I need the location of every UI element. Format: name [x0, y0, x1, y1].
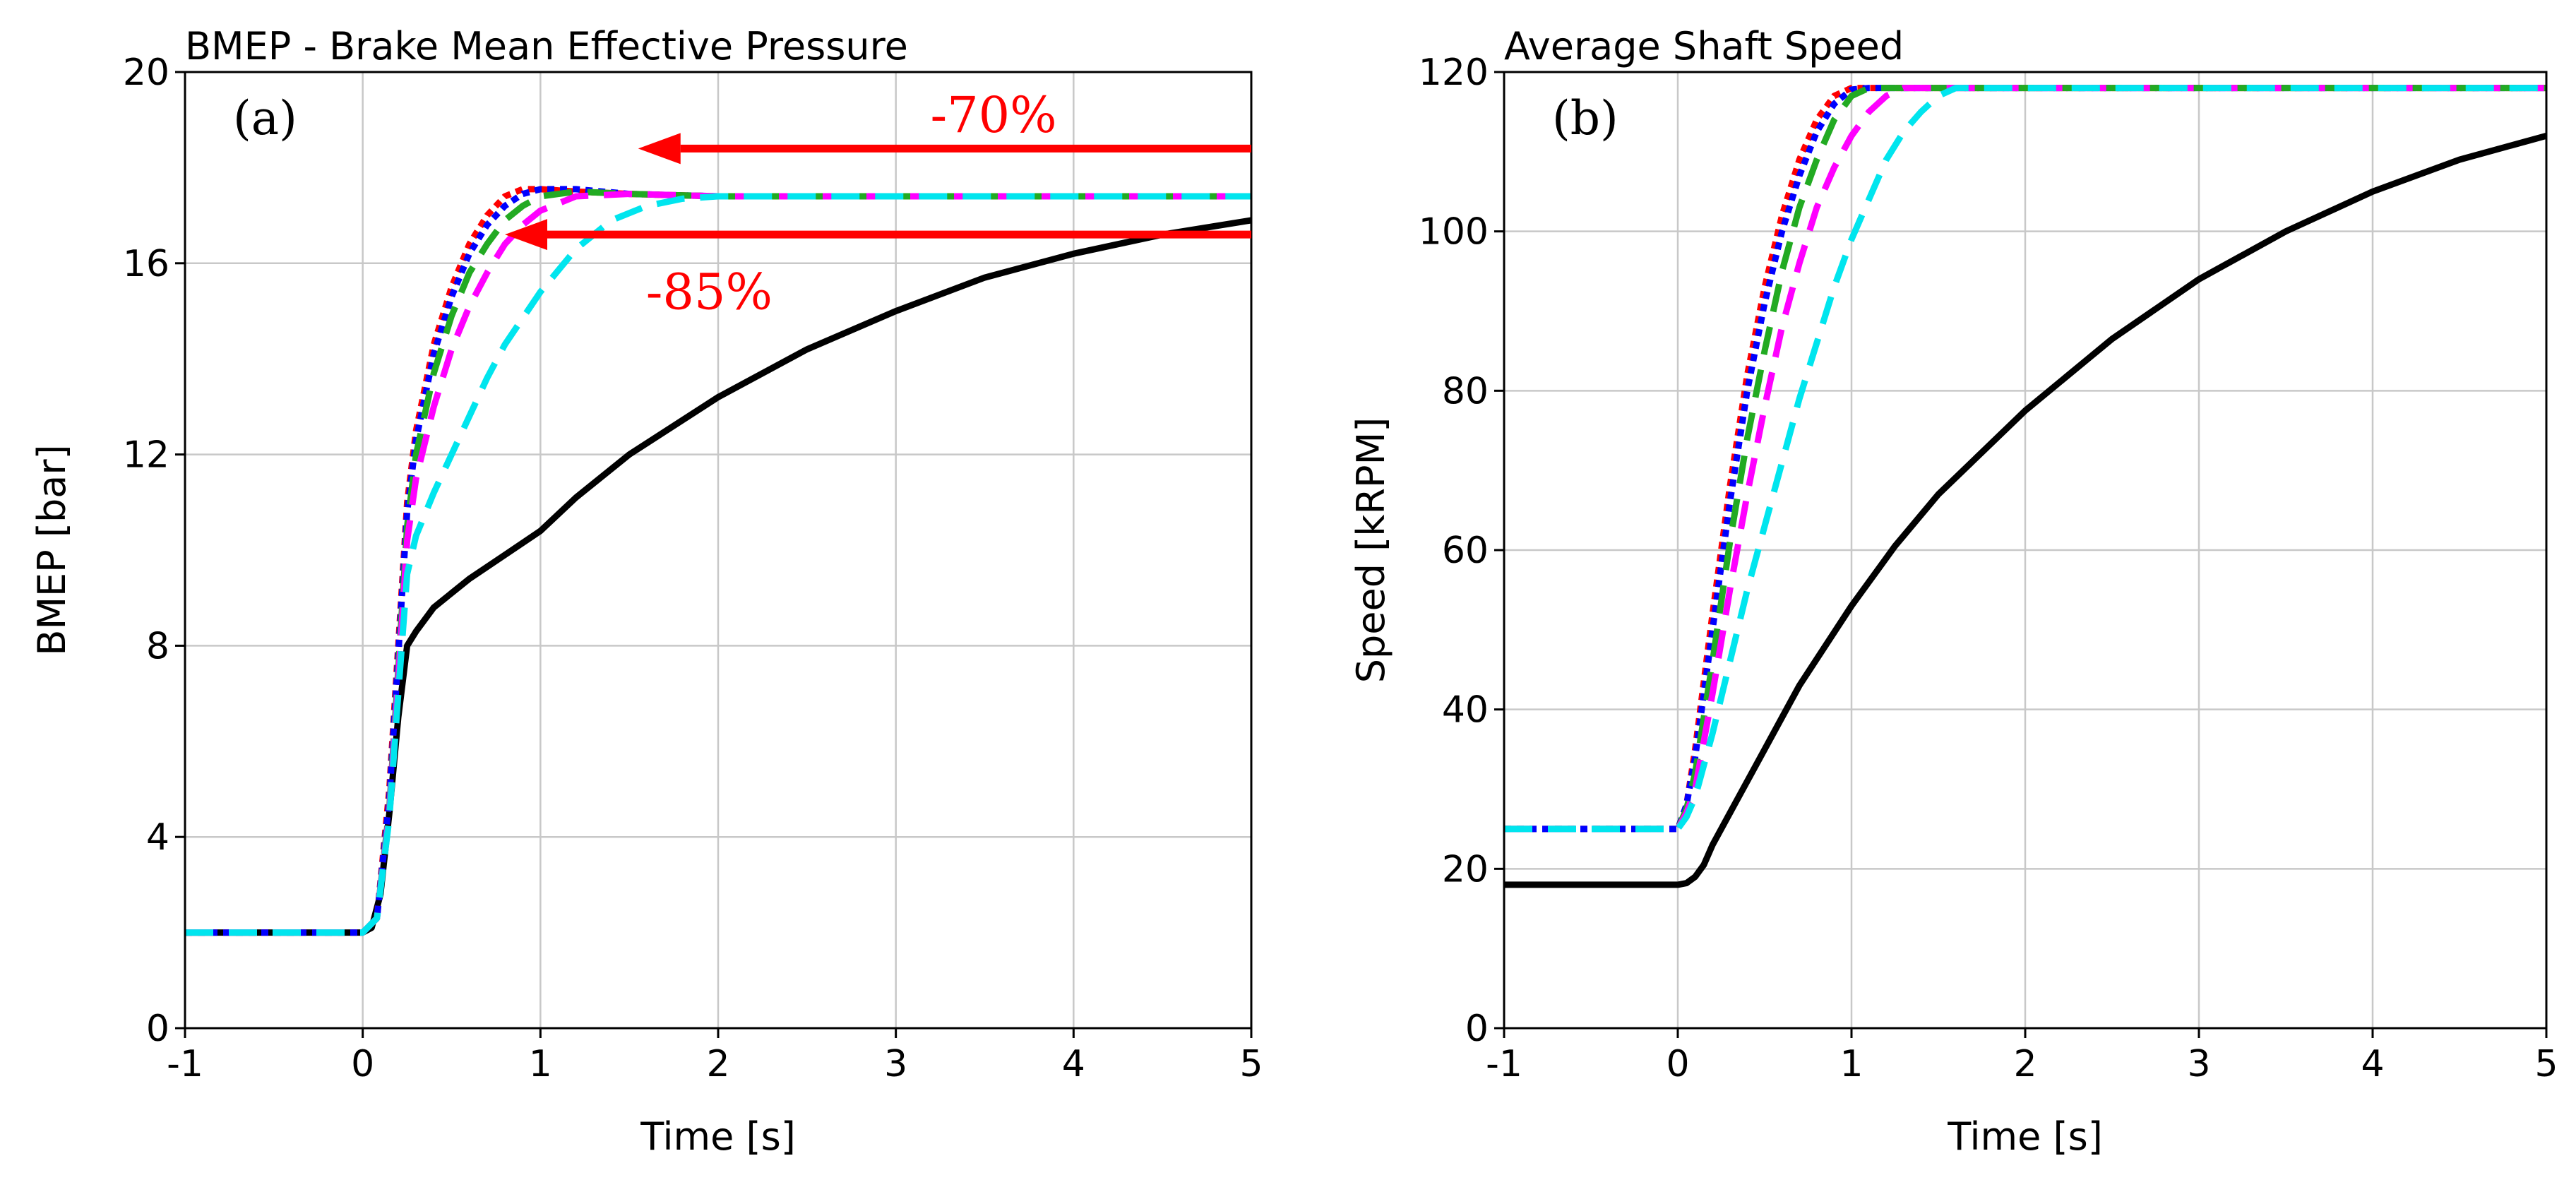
chart-title: Average Shaft Speed: [1504, 24, 1904, 68]
x-tick-label: 1: [529, 1043, 552, 1085]
y-tick-label: 0: [1465, 1008, 1489, 1050]
y-tick-label: 20: [123, 52, 169, 94]
y-tick-label: 0: [146, 1008, 169, 1050]
x-tick-label: 2: [2013, 1043, 2037, 1085]
x-tick-label: 5: [1239, 1043, 1263, 1085]
y-tick-label: 4: [146, 816, 169, 859]
y-tick-label: 16: [123, 243, 169, 285]
panel-label: (a): [233, 91, 297, 145]
x-tick-label: -1: [1486, 1043, 1522, 1085]
y-axis-label: BMEP [bar]: [30, 444, 74, 655]
y-tick-label: 8: [146, 625, 169, 667]
series-line-cyan-dashed: [1504, 85, 2546, 833]
series-line-cyan-dashed: [185, 193, 1251, 936]
annotation-arrow-head: [638, 133, 681, 165]
x-tick-label: 3: [2187, 1043, 2210, 1085]
series-line-blue-dotted: [185, 186, 1251, 936]
x-tick-label: 4: [1062, 1043, 1085, 1085]
x-tick-label: 1: [1839, 1043, 1863, 1085]
x-tick-label: 0: [351, 1043, 374, 1085]
annotation-label: -70%: [930, 86, 1056, 144]
series-line-green-dashed: [1504, 85, 2546, 833]
x-tick-label: 2: [706, 1043, 729, 1085]
y-tick-label: 80: [1442, 370, 1489, 412]
y-tick-label: 20: [1442, 848, 1489, 890]
series-line-black-solid: [1504, 132, 2548, 888]
chart-title: BMEP - Brake Mean Effective Pressure: [185, 24, 908, 68]
series-line-blue-dotted: [1504, 85, 2546, 833]
annotation-arrow-head: [505, 219, 547, 251]
y-axis-label: Speed [kRPM]: [1349, 417, 1393, 684]
x-axis-label: Time [s]: [640, 1114, 796, 1159]
y-tick-label: 60: [1442, 530, 1489, 572]
series-line-magenta-dashed: [1504, 85, 2546, 833]
annotation-label: -85%: [646, 263, 773, 321]
x-tick-label: 0: [1666, 1043, 1689, 1085]
y-tick-label: 120: [1419, 52, 1489, 94]
y-tick-label: 100: [1419, 211, 1489, 254]
x-tick-label: 4: [2361, 1043, 2384, 1085]
x-tick-label: -1: [167, 1043, 203, 1085]
x-axis-label: Time [s]: [1947, 1114, 2103, 1159]
y-tick-label: 40: [1442, 689, 1489, 732]
x-tick-label: 5: [2534, 1043, 2558, 1085]
panel-label: (b): [1552, 91, 1618, 145]
y-tick-label: 12: [123, 434, 169, 477]
x-tick-label: 3: [884, 1043, 907, 1085]
